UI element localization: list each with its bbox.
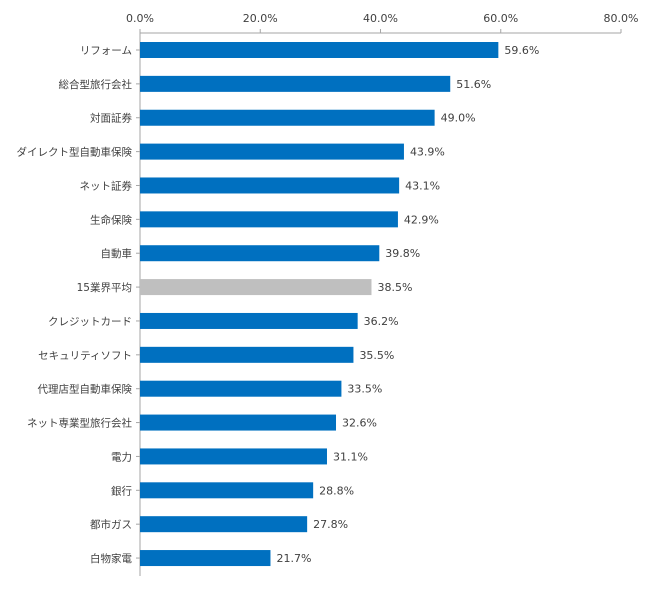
data-label: 43.9%	[410, 146, 445, 159]
data-label: 51.6%	[456, 78, 491, 91]
label-layer: リフォーム 59.6% 総合型旅行会社 51.6% 対面証券 49.0% ダイレクト型自動車…	[17, 44, 540, 565]
bar	[140, 143, 404, 160]
category-label: ネット専業型旅行会社	[27, 417, 132, 430]
x-tick-label: 80.0%	[604, 12, 639, 25]
bar	[140, 346, 354, 363]
bar	[140, 211, 398, 228]
data-label: 43.1%	[405, 179, 440, 192]
data-label: 38.5%	[377, 281, 412, 294]
data-label: 36.2%	[364, 315, 399, 328]
bar	[140, 516, 308, 533]
bar	[140, 42, 499, 58]
category-label: 白物家電	[90, 552, 132, 565]
bar	[140, 245, 380, 262]
category-label: 電力	[111, 450, 132, 463]
bar-layer	[140, 42, 499, 567]
bar-average	[140, 279, 372, 296]
category-label: 対面証券	[90, 112, 132, 125]
category-label: 生命保険	[90, 213, 132, 226]
x-tick-label: 40.0%	[363, 12, 398, 25]
data-label: 33.5%	[347, 383, 382, 396]
data-label: 42.9%	[404, 213, 439, 226]
category-label: セキュリティソフト	[38, 350, 132, 362]
bar	[140, 414, 337, 431]
data-label: 59.6%	[504, 44, 539, 57]
data-label: 32.6%	[342, 417, 377, 430]
x-tick-label: 60.0%	[483, 12, 518, 25]
category-label: ダイレクト型自動車保険	[17, 146, 133, 159]
category-label: 都市ガス	[90, 518, 132, 531]
category-label: クレジットカード	[48, 316, 132, 328]
category-label: 15業界平均	[77, 281, 132, 294]
data-label: 49.0%	[441, 112, 476, 125]
x-tick-label: 0.0%	[126, 12, 154, 25]
data-label: 21.7%	[276, 552, 311, 565]
category-label: 自動車	[101, 247, 133, 260]
x-tick-label: 20.0%	[243, 12, 278, 25]
data-label: 39.8%	[385, 247, 420, 260]
bar	[140, 177, 400, 194]
data-label: 35.5%	[359, 349, 394, 362]
data-label: 28.8%	[319, 484, 354, 497]
data-label: 27.8%	[313, 518, 348, 531]
category-label: 総合型旅行会社	[59, 78, 133, 91]
bar	[140, 482, 314, 499]
category-label: ネット証券	[80, 179, 133, 192]
data-label: 31.1%	[333, 450, 368, 463]
bar	[140, 109, 435, 126]
bar	[140, 448, 327, 465]
category-label: 代理店型自動車保険	[38, 383, 133, 396]
bar	[140, 550, 271, 567]
category-label: 銀行	[111, 484, 132, 497]
bar	[140, 75, 451, 92]
category-label: リフォーム	[80, 45, 132, 57]
bar	[140, 312, 358, 329]
bar	[140, 380, 342, 397]
